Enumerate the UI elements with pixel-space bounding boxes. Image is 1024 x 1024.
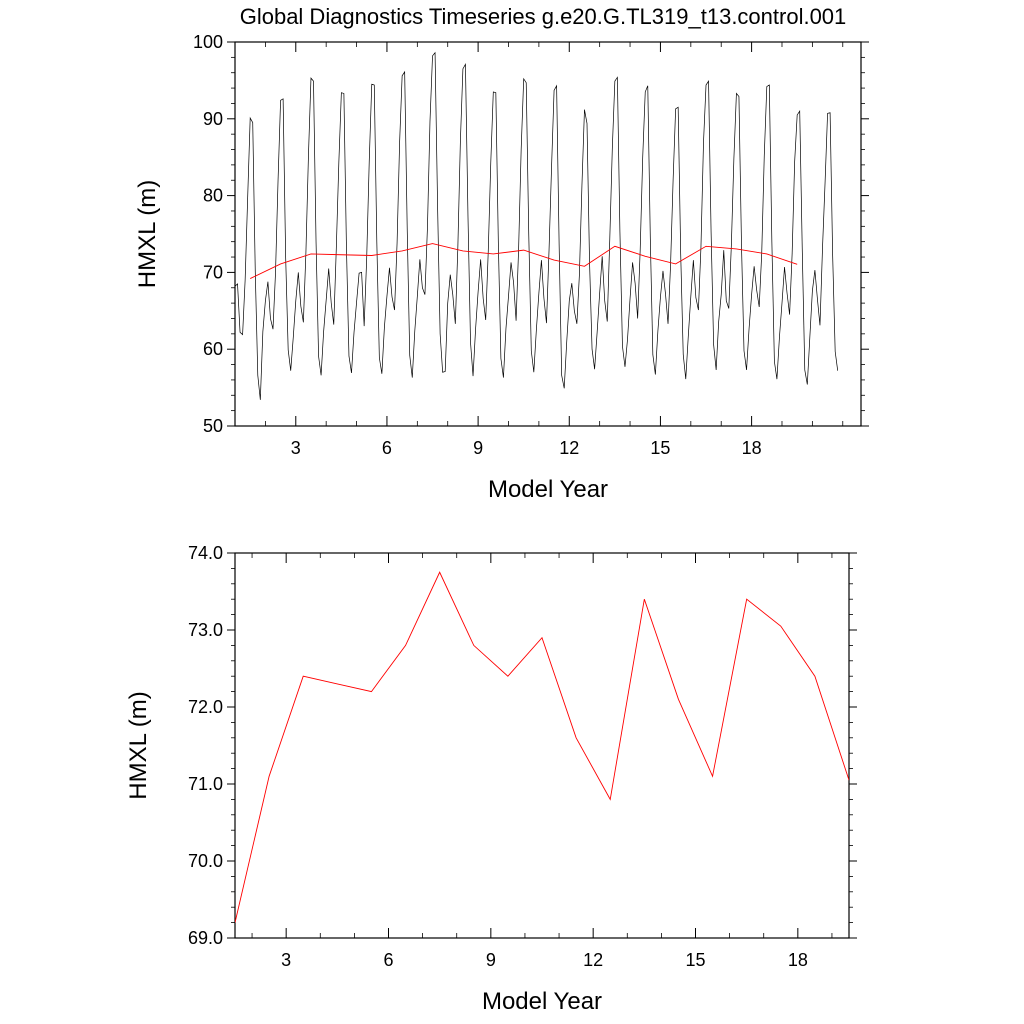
y-tick-label: 74.0 <box>188 543 223 563</box>
x-axis-label: Model Year <box>482 988 602 1015</box>
x-tick-label: 6 <box>383 950 393 970</box>
y-tick-label: 72.0 <box>188 697 223 717</box>
y-tick-label: 71.0 <box>188 774 223 794</box>
plot-frame <box>234 552 850 939</box>
y-tick-label: 73.0 <box>188 620 223 640</box>
x-tick-label: 12 <box>559 438 579 458</box>
x-tick-label: 12 <box>583 950 603 970</box>
x-axis-label: Model Year <box>488 476 608 503</box>
x-tick-label: 18 <box>742 438 762 458</box>
y-tick-label: 90 <box>203 109 223 129</box>
y-tick-label: 70 <box>203 262 223 282</box>
x-tick-label: 6 <box>382 438 392 458</box>
x-tick-label: 15 <box>685 950 705 970</box>
y-tick-label: 60 <box>203 339 223 359</box>
y-axis-label: HMXL (m) <box>134 180 161 288</box>
x-tick-label: 3 <box>281 950 291 970</box>
chart-title: Global Diagnostics Timeseries g.e20.G.TL… <box>240 4 847 29</box>
x-tick-label: 3 <box>291 438 301 458</box>
y-axis-label: HMXL (m) <box>125 691 152 799</box>
plot-frame <box>234 41 862 427</box>
bottom-panel: 3 6 9 12 15 18 69.0 70.0 71.0 72.0 73.0 74.0 Model Y… <box>125 543 857 1015</box>
series-line-monthly <box>235 51 839 400</box>
series-line-annual <box>249 243 798 279</box>
y-tick-label: 50 <box>203 416 223 436</box>
x-tick-label: 15 <box>650 438 670 458</box>
y-tick-label: 70.0 <box>188 851 223 871</box>
series-line-annual <box>235 571 849 923</box>
x-tick-label: 9 <box>473 438 483 458</box>
y-tick-label: 69.0 <box>188 928 223 948</box>
x-tick-label: 18 <box>788 950 808 970</box>
y-tick-label: 100 <box>193 32 223 52</box>
top-panel: 3 6 9 12 15 18 50 60 70 80 90 100 Model Year HMXL (m) <box>134 32 869 503</box>
x-tick-label: 9 <box>486 950 496 970</box>
y-tick-label: 80 <box>203 186 223 206</box>
